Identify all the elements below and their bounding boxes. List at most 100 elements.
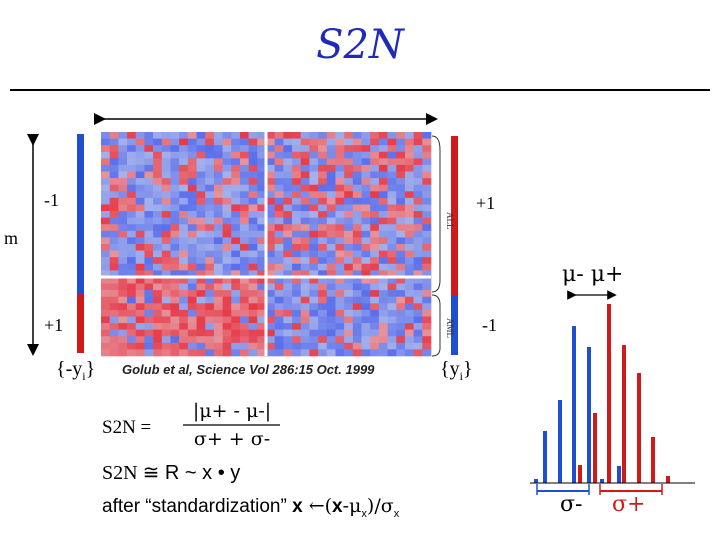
heatmap-cell — [370, 257, 380, 265]
heatmap-cell — [344, 283, 354, 291]
heatmap-cell — [239, 250, 249, 258]
heatmap-cell — [396, 204, 406, 212]
heatmap-cell — [222, 283, 232, 291]
heatmap-cell — [213, 263, 223, 271]
heatmap-cell — [153, 211, 163, 218]
heatmap-cell — [118, 270, 128, 278]
heatmap-cell — [387, 250, 397, 258]
heatmap-cell — [387, 164, 397, 172]
heatmap-cell — [231, 283, 241, 291]
heatmap-cell — [404, 211, 414, 218]
heatmap-cell — [257, 237, 267, 245]
heatmap-cell — [422, 250, 432, 258]
heatmap-cell — [283, 270, 293, 278]
heatmap-cell — [118, 244, 128, 251]
heatmap-cell — [239, 244, 249, 251]
heatmap-cell — [205, 342, 215, 350]
heatmap-cell — [309, 224, 319, 232]
heatmap-cell — [231, 178, 241, 186]
heatmap-cell — [266, 336, 275, 344]
heatmap-cell — [352, 257, 362, 265]
heatmap-cell — [222, 244, 232, 251]
heatmap-cell — [170, 151, 180, 159]
heatmap-cell — [292, 164, 302, 172]
heatmap-cell — [222, 329, 232, 337]
heatmap-cell — [101, 342, 110, 350]
heatmap-cell — [266, 224, 275, 232]
heatmap-cell — [170, 237, 180, 245]
left-bar-red — [77, 294, 84, 353]
heatmap-cell — [170, 329, 180, 337]
heatmap-cell — [335, 145, 345, 153]
heatmap-cell — [187, 290, 197, 298]
heatmap-cell — [361, 296, 371, 304]
heatmap-cell — [326, 211, 336, 218]
heatmap-cell — [300, 257, 310, 265]
heatmap-cell — [318, 263, 328, 271]
heatmap-cell — [231, 237, 241, 245]
heatmap-cell — [370, 303, 380, 311]
histogram-bar — [587, 347, 591, 483]
heatmap-cell — [292, 250, 302, 258]
heatmap-cell — [387, 151, 397, 159]
heatmap-cell — [187, 164, 197, 172]
heatmap-cell — [266, 244, 275, 251]
heatmap-cell — [344, 145, 354, 153]
heatmap-cell — [370, 197, 380, 205]
heatmap-cell — [413, 224, 423, 232]
heatmap-cell — [153, 217, 163, 225]
heatmap-cell — [396, 164, 406, 172]
heatmap-cell — [326, 329, 336, 337]
heatmap-cell — [318, 290, 328, 298]
heatmap-cell — [239, 329, 249, 337]
heatmap-cell — [326, 178, 336, 186]
heatmap-cell — [309, 158, 319, 166]
heatmap-cell — [361, 158, 371, 166]
heatmap-cell — [318, 158, 328, 166]
heatmap-cell — [248, 303, 258, 311]
heatmap-cell — [352, 164, 362, 172]
heatmap-cell — [326, 276, 336, 284]
heatmap-cell — [153, 309, 163, 317]
heatmap-cell — [352, 171, 362, 179]
heatmap-cell — [161, 290, 171, 298]
heatmap-cell — [127, 349, 137, 357]
heatmap-cell — [187, 309, 197, 317]
heatmap-cell — [387, 290, 397, 298]
heatmap-cell — [283, 329, 293, 337]
heatmap-cell — [274, 237, 284, 245]
heatmap-cell — [231, 309, 241, 317]
heatmap-cell — [378, 336, 388, 344]
heatmap-cell — [387, 211, 397, 218]
heatmap-cell — [161, 316, 171, 324]
heatmap-cell — [135, 151, 145, 159]
heatmap-cell — [135, 138, 145, 146]
heatmap-cell — [248, 164, 258, 172]
formula-denominator: σ+ + σ- — [193, 428, 271, 450]
heatmap-cell — [378, 244, 388, 251]
heatmap-cell — [231, 276, 241, 284]
heatmap-cell — [344, 342, 354, 350]
heatmap-cell — [378, 132, 388, 139]
heatmap-cell — [274, 164, 284, 172]
heatmap-cell — [361, 184, 371, 192]
heatmap-cell — [196, 178, 206, 186]
heatmap-cell — [404, 138, 414, 146]
heatmap-cell — [370, 290, 380, 298]
heatmap-cell — [213, 316, 223, 324]
heatmap-cell — [335, 283, 345, 291]
std-x: x — [292, 496, 303, 517]
heatmap-cell — [187, 224, 197, 232]
heatmap-cell — [274, 250, 284, 258]
histogram-bar — [572, 326, 576, 483]
heatmap-cell — [196, 303, 206, 311]
heatmap-cell — [404, 349, 414, 357]
heatmap-cell — [396, 224, 406, 232]
heatmap-cell — [370, 270, 380, 278]
heatmap-cell — [222, 270, 232, 278]
heatmap-cell — [222, 303, 232, 311]
heatmap-cell — [222, 276, 232, 284]
heatmap-cell — [404, 329, 414, 337]
heatmap-cell — [396, 132, 406, 139]
heatmap-cell — [196, 132, 206, 139]
